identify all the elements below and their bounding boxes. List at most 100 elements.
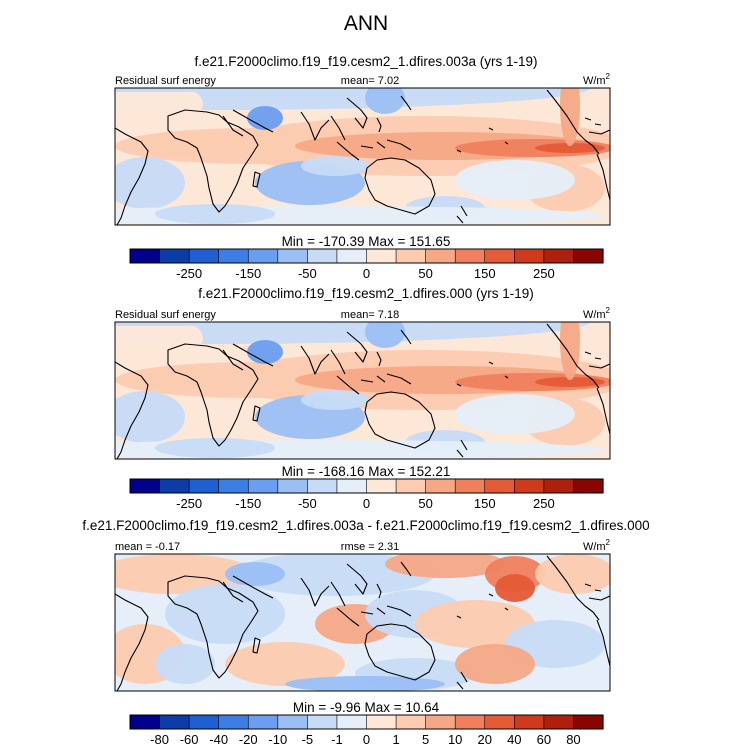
- map-frame: [114, 553, 611, 692]
- colorbar-tick-label: -20: [239, 732, 258, 747]
- field-region: [115, 322, 203, 364]
- map-field: [114, 87, 611, 226]
- colorbar-frame: [129, 478, 604, 494]
- field-region: [535, 143, 605, 153]
- colorbar-swatch: [514, 248, 545, 264]
- colorbar-swatch: [366, 714, 397, 730]
- colorbar-tick-label: -50: [298, 496, 317, 511]
- field-region: [115, 391, 185, 443]
- colorbar-swatch: [277, 714, 308, 730]
- colorbar-tick-label: -50: [298, 266, 317, 281]
- colorbar-frame: [129, 714, 604, 730]
- field-region: [365, 322, 405, 348]
- panel-2: f.e21.F2000climo.f19_f19.cesm2_1.dfires.…: [114, 286, 611, 511]
- colorbar-swatch: [543, 248, 575, 264]
- colorbar-tick-label: -150: [235, 266, 261, 281]
- field-region: [455, 160, 575, 200]
- colorbar-tick-label: -5: [302, 732, 314, 747]
- field-region: [115, 322, 590, 344]
- panel-1: f.e21.F2000climo.f19_f19.cesm2_1.dfires.…: [114, 54, 611, 281]
- field-region: [115, 157, 185, 209]
- panel-left-label: Residual surf energy: [115, 75, 216, 87]
- colorbar-swatch: [336, 714, 368, 730]
- units-label: W/m2: [583, 306, 611, 321]
- colorbar-swatch: [514, 478, 545, 494]
- colorbar-swatch: [454, 478, 486, 494]
- colorbar-swatch: [307, 714, 338, 730]
- field-region: [115, 206, 605, 225]
- colorbar-tick-label: -250: [176, 266, 202, 281]
- colorbar-swatch: [247, 478, 279, 494]
- colorbar-swatch: [277, 248, 308, 264]
- colorbar-tick-label: 10: [448, 732, 462, 747]
- colorbar-swatch: [188, 248, 220, 264]
- colorbar-tick-label: 150: [474, 266, 496, 281]
- field-region: [247, 340, 283, 364]
- field-region: [165, 584, 285, 644]
- colorbar-swatch: [218, 248, 249, 264]
- colorbar-swatch: [277, 478, 308, 494]
- colorbar-swatch: [543, 478, 575, 494]
- colorbar-swatch: [366, 478, 397, 494]
- colorbar-swatch: [218, 714, 249, 730]
- field-region: [247, 106, 283, 130]
- colorbar-swatch: [307, 248, 338, 264]
- field-region: [365, 88, 405, 114]
- colorbar: -250 -150 -50 0 50 150 250: [129, 478, 604, 511]
- colorbar-tick-label: 250: [533, 266, 555, 281]
- colorbar-swatch: [247, 714, 279, 730]
- colorbar-swatch: [425, 248, 456, 264]
- colorbar-swatch: [573, 478, 604, 494]
- colorbar-tick-label: -1: [331, 732, 343, 747]
- field-region: [115, 88, 610, 92]
- colorbar-swatch: [395, 714, 427, 730]
- colorbar-tick-label: 150: [474, 496, 496, 511]
- panel-title: f.e21.F2000climo.f19_f19.cesm2_1.dfires.…: [198, 286, 533, 301]
- panel-left-label: mean = -0.17: [115, 541, 180, 553]
- field-region: [235, 554, 435, 596]
- colorbar-swatch: [247, 248, 279, 264]
- colorbar-swatch: [129, 248, 161, 264]
- field-region: [495, 574, 535, 602]
- colorbar-swatch: [218, 478, 249, 494]
- field-region: [135, 132, 215, 156]
- colorbar-tick-label: -60: [180, 732, 199, 747]
- panel-center-label: rmse = 2.31: [341, 541, 399, 553]
- colorbar-swatch: [454, 714, 486, 730]
- colorbar-swatch: [573, 248, 604, 264]
- colorbar-tick-label: 0: [363, 496, 370, 511]
- colorbar-swatch: [307, 478, 338, 494]
- field-region: [115, 440, 605, 459]
- panel-title: f.e21.F2000climo.f19_f19.cesm2_1.dfires.…: [82, 518, 649, 533]
- colorbar-swatch: [514, 714, 545, 730]
- units-label: W/m2: [583, 538, 611, 553]
- field-region: [115, 88, 203, 130]
- field-region: [225, 562, 285, 586]
- field-region: [135, 366, 215, 390]
- colorbar-swatch: [573, 714, 604, 730]
- colorbar-tick-label: -250: [176, 496, 202, 511]
- field-region: [535, 554, 610, 594]
- field-region: [301, 390, 369, 410]
- field-region: [301, 156, 369, 176]
- colorbar-swatch: [543, 714, 575, 730]
- panel-3: f.e21.F2000climo.f19_f19.cesm2_1.dfires.…: [82, 518, 649, 747]
- colorbar-swatch: [395, 478, 427, 494]
- colorbar-swatch: [454, 248, 486, 264]
- colorbar-tick-label: 60: [537, 732, 551, 747]
- field-region: [115, 554, 255, 594]
- panel-title: f.e21.F2000climo.f19_f19.cesm2_1.dfires.…: [195, 54, 538, 69]
- colorbar: -250 -150 -50 0 50 150 250: [129, 248, 604, 281]
- field-region: [455, 644, 535, 684]
- colorbar-tick-label: 250: [533, 496, 555, 511]
- colorbar-swatch: [425, 714, 456, 730]
- units-label: W/m2: [583, 72, 611, 87]
- minmax-label: Min = -170.39 Max = 151.65: [282, 234, 451, 249]
- colorbar-swatch: [159, 248, 190, 264]
- field-region: [385, 554, 505, 578]
- figure-title: ANN: [343, 12, 389, 35]
- colorbar-swatch: [484, 714, 515, 730]
- colorbar-swatch: [188, 478, 220, 494]
- colorbar-tick-label: 80: [566, 732, 580, 747]
- colorbar-tick-label: 5: [422, 732, 429, 747]
